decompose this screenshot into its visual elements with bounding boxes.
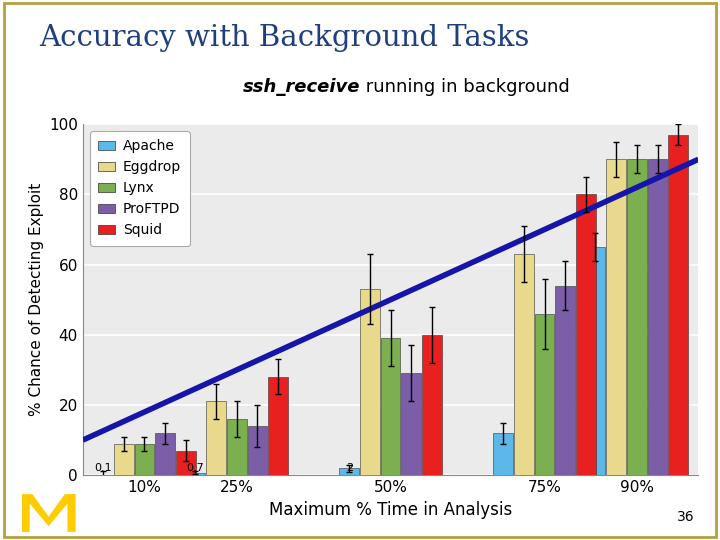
Bar [339,468,359,475]
Bar [514,254,534,475]
Bar [493,433,513,475]
Bar [585,247,606,475]
Bar [176,450,196,475]
Text: 0.7: 0.7 [186,463,204,474]
Bar [156,433,175,475]
Bar [606,159,626,475]
Y-axis label: % Chance of Detecting Exploit: % Chance of Detecting Exploit [29,183,43,416]
Polygon shape [22,494,76,532]
Bar [114,444,133,475]
Bar [668,134,688,475]
Bar [381,338,400,475]
Legend: Apache, Eggdrop, Lynx, ProFTPD, Squid: Apache, Eggdrop, Lynx, ProFTPD, Squid [90,131,189,246]
Bar [135,444,154,475]
Bar [186,472,205,475]
Bar [422,335,442,475]
Text: ssh_receive: ssh_receive [243,78,360,96]
Bar [360,289,379,475]
Bar [627,159,647,475]
X-axis label: Maximum % Time in Analysis: Maximum % Time in Analysis [269,501,512,518]
Text: 36: 36 [678,510,695,524]
Text: 2: 2 [346,463,353,474]
Bar [248,426,267,475]
Bar [555,286,575,475]
Text: Accuracy with Background Tasks: Accuracy with Background Tasks [40,24,530,52]
Bar [227,419,246,475]
Bar [535,314,554,475]
Bar [576,194,595,475]
Bar [402,374,421,475]
Bar [269,377,288,475]
Bar [206,402,226,475]
Text: 0.1: 0.1 [94,463,112,474]
Text: running in background: running in background [360,78,570,96]
Bar [648,159,667,475]
